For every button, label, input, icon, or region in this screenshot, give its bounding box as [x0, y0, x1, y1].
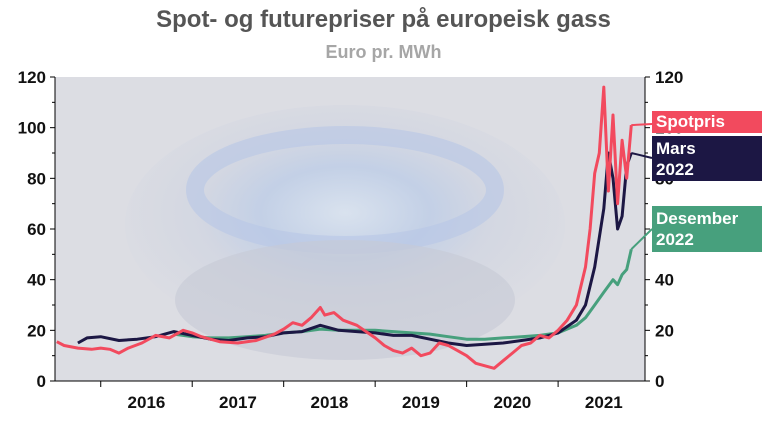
- y-tick-label-right: 20: [655, 321, 674, 340]
- x-tick-label: 2021: [585, 393, 623, 412]
- leader-line: [630, 228, 653, 250]
- x-tick-label: 2020: [493, 393, 531, 412]
- series-line-spotpris: [56, 85, 633, 370]
- leader-line: [631, 123, 653, 127]
- x-tick-label: 2018: [311, 393, 349, 412]
- leader-line: [631, 152, 653, 159]
- chart-title: Spot- og futurepriser på europeisk gass: [156, 6, 611, 33]
- y-tick-label-left: 20: [27, 321, 46, 340]
- plot-background: [55, 77, 645, 381]
- series-label-mars-2022: Mars 2022: [652, 136, 762, 181]
- y-tick-label-left: 80: [27, 169, 46, 188]
- series-label-desember-2022: Desember 2022: [652, 206, 762, 252]
- x-tick-label: 2017: [219, 393, 257, 412]
- y-tick-label-right: 120: [655, 68, 683, 87]
- x-tick-label: 2016: [128, 393, 166, 412]
- y-tick-label-left: 0: [37, 372, 46, 391]
- x-tick-label: 2019: [402, 393, 440, 412]
- y-tick-label-left: 40: [27, 271, 46, 290]
- y-tick-label-right: 0: [655, 372, 664, 391]
- y-tick-label-left: 120: [18, 68, 46, 87]
- series-label-spotpris: Spotpris: [652, 111, 762, 133]
- chart-subtitle: Euro pr. MWh: [325, 42, 442, 62]
- y-tick-label-right: 40: [655, 271, 674, 290]
- series-layer: [56, 85, 653, 370]
- y-tick-label-left: 100: [18, 119, 46, 138]
- y-tick-label-left: 60: [27, 220, 46, 239]
